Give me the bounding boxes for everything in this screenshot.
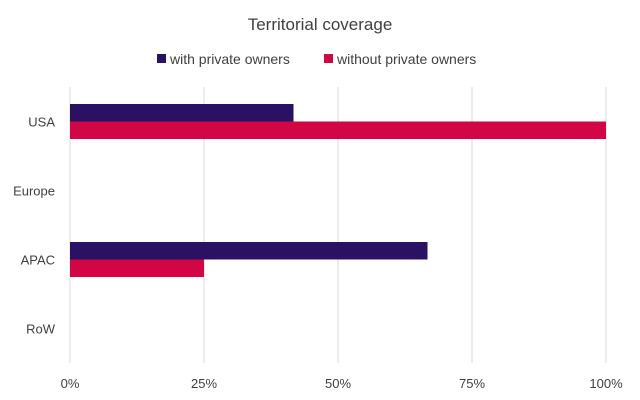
category-label: APAC [21,253,55,268]
x-tick-label: 25% [191,376,217,391]
bar-apac-with-private [70,242,428,260]
x-tick-label: 0% [61,376,80,391]
legend-swatch [324,54,333,63]
chart-title: Territorial coverage [248,15,393,34]
x-tick-label: 75% [459,376,485,391]
category-label: Europe [13,184,55,199]
legend-label: with private owners [169,51,290,67]
category-label: USA [28,115,55,130]
legend: with private owners without private owner… [157,51,476,67]
bar-apac-without-private [70,259,204,277]
legend-label: without private owners [336,51,476,67]
category-label: RoW [26,322,56,337]
x-tick-label: 100% [589,376,623,391]
x-tick-label: 50% [325,376,351,391]
x-tick-labels: 0% 25% 50% 75% 100% [61,376,623,391]
legend-swatch [157,54,166,63]
bar-usa-without-private [70,121,606,139]
bars [70,104,606,277]
category-labels: USA Europe APAC RoW [13,115,56,337]
bar-usa-with-private [70,104,294,122]
